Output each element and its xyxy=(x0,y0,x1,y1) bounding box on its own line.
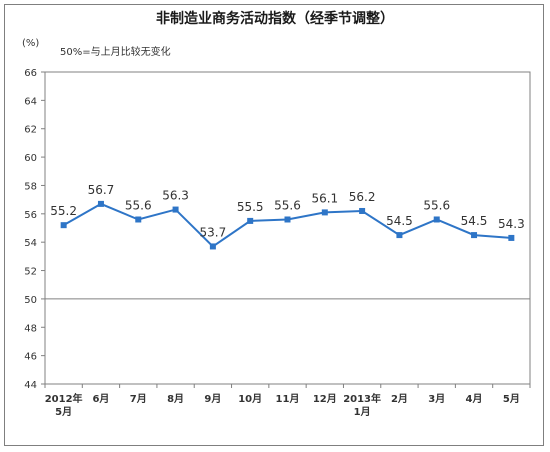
data-point xyxy=(284,216,291,223)
data-point xyxy=(321,209,328,216)
y-tick-label: 46 xyxy=(24,352,37,363)
y-tick-label: 48 xyxy=(24,323,37,334)
chart-annotation: 50%=与上月比较无变化 xyxy=(60,47,171,58)
data-point xyxy=(60,222,67,229)
x-tick-label: 4月 xyxy=(466,393,483,405)
y-tick-label: 54 xyxy=(24,238,37,249)
data-point xyxy=(433,216,440,223)
data-label: 56.3 xyxy=(162,189,189,203)
y-tick-label: 44 xyxy=(24,380,37,391)
y-tick-label: 64 xyxy=(24,96,37,107)
data-point xyxy=(97,200,104,207)
y-tick-label: 60 xyxy=(24,153,37,164)
data-label: 55.2 xyxy=(50,204,77,218)
y-tick-label: 62 xyxy=(24,125,37,136)
x-tick-label: 2013年 xyxy=(343,392,381,405)
data-label: 56.1 xyxy=(311,191,338,205)
x-tick-label: 3月 xyxy=(428,393,445,405)
y-tick-label: 56 xyxy=(24,210,37,221)
data-point xyxy=(209,243,216,250)
x-tick-label: 5月 xyxy=(55,406,72,418)
y-tick-label: 66 xyxy=(24,68,37,79)
data-point xyxy=(359,207,366,214)
x-tick-label: 7月 xyxy=(130,393,147,405)
data-point xyxy=(172,206,179,213)
x-tick-label: 2月 xyxy=(391,393,408,405)
x-tick-label: 2012年 xyxy=(45,392,83,405)
data-label: 55.6 xyxy=(125,198,152,212)
x-tick-label: 5月 xyxy=(503,393,520,405)
plot-area xyxy=(44,71,531,385)
data-label: 53.7 xyxy=(200,225,227,239)
data-label: 55.6 xyxy=(274,198,301,212)
data-point xyxy=(508,234,515,241)
chart-title: 非制造业商务活动指数（经季节调整） xyxy=(156,11,394,27)
data-point xyxy=(471,232,478,239)
data-label: 55.5 xyxy=(237,200,264,214)
x-tick-label: 1月 xyxy=(354,406,371,418)
x-tick-label: 6月 xyxy=(92,393,109,405)
x-tick-label: 11月 xyxy=(276,393,300,405)
y-tick-label: 50 xyxy=(24,295,37,306)
data-point xyxy=(396,232,403,239)
y-tick-label: 58 xyxy=(24,181,37,192)
data-label: 56.2 xyxy=(349,190,376,204)
data-point xyxy=(247,217,254,224)
y-axis-unit: (%) xyxy=(22,38,40,49)
data-label: 54.5 xyxy=(461,214,488,228)
data-label: 54.3 xyxy=(498,217,525,231)
data-point xyxy=(135,216,142,223)
data-label: 54.5 xyxy=(386,214,413,228)
y-tick-label: 52 xyxy=(24,267,37,278)
data-label: 55.6 xyxy=(423,198,450,212)
x-tick-label: 8月 xyxy=(167,393,184,405)
data-label: 56.7 xyxy=(88,183,115,197)
x-tick-label: 12月 xyxy=(313,393,337,405)
x-tick-label: 9月 xyxy=(204,393,221,405)
chart-frame xyxy=(4,4,544,446)
x-tick-label: 10月 xyxy=(238,393,262,405)
